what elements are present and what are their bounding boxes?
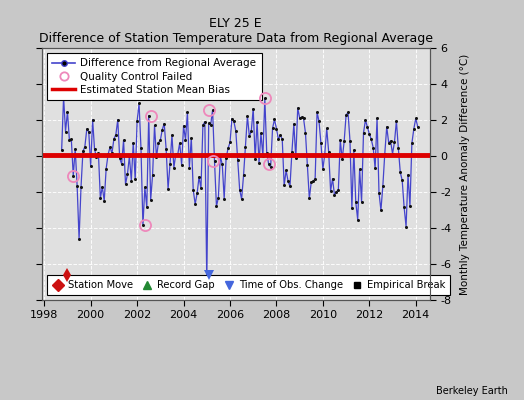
Text: Berkeley Earth: Berkeley Earth [436,386,508,396]
Legend: Station Move, Record Gap, Time of Obs. Change, Empirical Break: Station Move, Record Gap, Time of Obs. C… [47,275,450,295]
Title: ELY 25 E
Difference of Station Temperature Data from Regional Average: ELY 25 E Difference of Station Temperatu… [39,18,433,46]
Y-axis label: Monthly Temperature Anomaly Difference (°C): Monthly Temperature Anomaly Difference (… [460,53,470,295]
